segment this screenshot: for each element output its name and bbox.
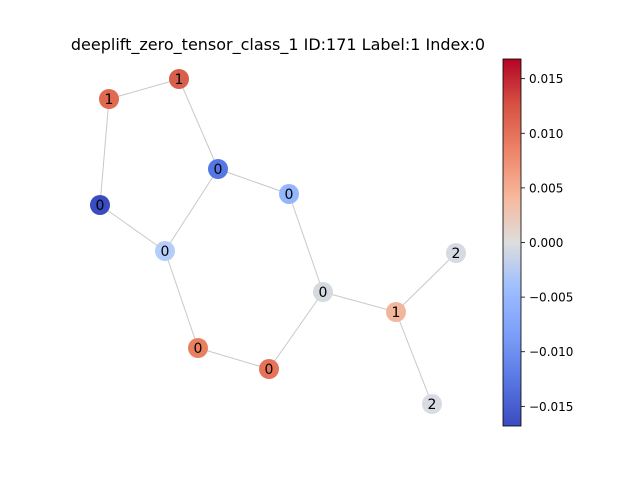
node-label: 0 — [194, 341, 203, 357]
edge-4 — [164, 168, 219, 252]
node-label: 0 — [319, 285, 328, 301]
colorbar-gradient — [502, 58, 522, 427]
graph-node-2: 0 — [208, 159, 228, 179]
node-circle — [188, 338, 208, 358]
node-circle — [386, 302, 406, 322]
edge-8 — [395, 252, 457, 313]
colorbar-tick-label-2: 0.005 — [529, 181, 563, 195]
node-label: 0 — [214, 162, 223, 178]
node-label: 2 — [428, 397, 437, 413]
edge-5 — [217, 168, 290, 195]
graph-node-9: 0 — [188, 338, 208, 358]
node-circle — [90, 195, 110, 215]
node-label: 1 — [105, 92, 114, 108]
node-layer: 1 1 0 0 0 0 2 0 1 0 0 2 — [90, 69, 466, 414]
node-label: 0 — [161, 244, 170, 260]
graph-node-3: 0 — [279, 184, 299, 204]
graph-node-4: 0 — [90, 195, 110, 215]
colorbar-tick-label-0: 0.015 — [529, 72, 563, 86]
edge-10 — [164, 250, 199, 349]
node-label: 1 — [175, 72, 184, 88]
edge-11 — [197, 347, 270, 370]
edge-6 — [288, 193, 324, 293]
graph-node-10: 0 — [259, 359, 279, 379]
graph-node-7: 0 — [313, 282, 333, 302]
node-label: 2 — [452, 246, 461, 262]
edge-1 — [178, 78, 219, 170]
node-circle — [99, 89, 119, 109]
edge-12 — [268, 291, 324, 370]
edge-2 — [99, 98, 110, 206]
node-label: 0 — [265, 362, 274, 378]
colorbar: 0.015 0.010 0.005 0.000 −0.005 −0.010 −0.015 — [502, 58, 573, 427]
node-circle — [422, 394, 442, 414]
colorbar-tick-label-5: −0.010 — [529, 345, 573, 359]
node-circle — [208, 159, 228, 179]
edge-3 — [99, 204, 166, 252]
graph-node-5: 0 — [155, 241, 175, 261]
colorbar-ticks: 0.015 0.010 0.005 0.000 −0.005 −0.010 −0.015 — [521, 72, 573, 414]
edge-7 — [322, 291, 397, 313]
colorbar-tick-label-3: 0.000 — [529, 236, 563, 250]
node-label: 0 — [285, 187, 294, 203]
node-circle — [169, 69, 189, 89]
graph-node-0: 1 — [169, 69, 189, 89]
edge-9 — [395, 311, 433, 405]
graph-node-11: 2 — [422, 394, 442, 414]
chart-title: deeplift_zero_tensor_class_1 ID:171 Labe… — [71, 35, 485, 55]
node-circle — [446, 243, 466, 263]
graph-node-8: 1 — [386, 302, 406, 322]
edge-0 — [108, 78, 180, 100]
node-label: 0 — [96, 198, 105, 214]
colorbar-tick-label-6: −0.015 — [529, 400, 573, 414]
graph-node-6: 2 — [446, 243, 466, 263]
colorbar-tick-label-4: −0.005 — [529, 291, 573, 305]
node-circle — [259, 359, 279, 379]
node-circle — [279, 184, 299, 204]
edge-layer — [99, 78, 457, 405]
node-circle — [155, 241, 175, 261]
node-circle — [313, 282, 333, 302]
graph-node-1: 1 — [99, 89, 119, 109]
colorbar-tick-label-1: 0.010 — [529, 127, 563, 141]
node-label: 1 — [392, 305, 401, 321]
